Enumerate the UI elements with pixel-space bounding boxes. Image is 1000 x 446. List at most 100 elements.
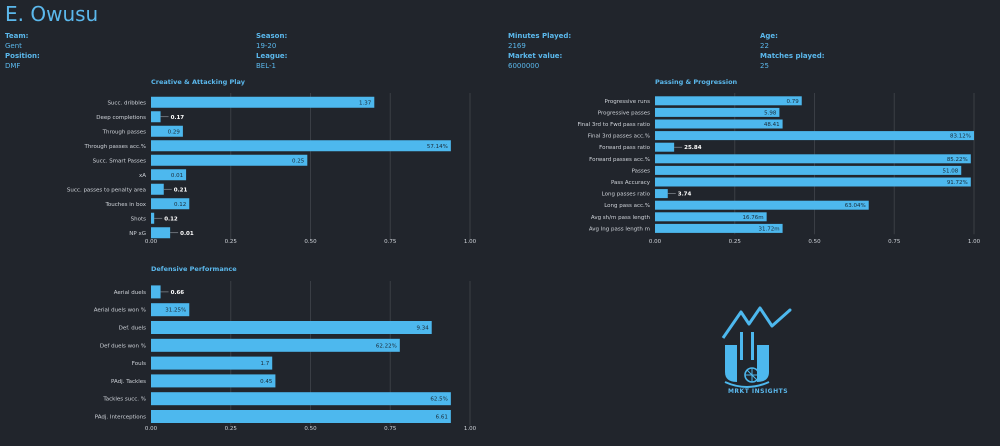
x-tick-label: 0.00: [145, 426, 158, 432]
data-label: 0.01: [180, 231, 194, 237]
bar: [151, 212, 155, 224]
bar: [151, 410, 451, 423]
logo-text: MRKT INSIGHTS: [727, 388, 789, 395]
x-tick-label: 0.00: [145, 239, 158, 245]
category-label: Final 3rd to Fwd pass ratio: [577, 122, 650, 128]
matches-value: 25: [760, 62, 769, 70]
category-label: Fouls: [132, 361, 146, 367]
x-tick-label: 0.50: [808, 239, 821, 245]
bar: [151, 140, 451, 152]
league-label: League:: [256, 52, 288, 60]
category-label: Aerial duels won %: [94, 308, 146, 314]
bar: [151, 111, 161, 123]
data-label: 0.25: [292, 158, 305, 164]
bar: [655, 165, 962, 175]
bar: [151, 356, 273, 370]
category-label: Succ. dribbles: [107, 100, 146, 106]
category-label: Succ. Smart Passes: [93, 158, 146, 164]
category-label: Through passes: [102, 129, 147, 135]
x-tick-label: 0.25: [225, 239, 238, 245]
x-tick-label: 0.75: [384, 239, 397, 245]
season-value: 19-20: [256, 42, 277, 50]
bar: [151, 392, 451, 406]
category-label: Touches in box: [105, 202, 147, 208]
chart-title: Passing & Progression: [655, 78, 738, 86]
bar: [151, 198, 190, 210]
data-label: 1.7: [260, 361, 269, 367]
category-label: xA: [139, 173, 146, 179]
team-label: Team:: [5, 32, 29, 40]
data-label: 5.98: [764, 110, 777, 116]
bar: [151, 321, 432, 334]
age-value: 22: [760, 42, 769, 50]
category-label: NP xG: [129, 231, 146, 237]
category-label: Succ. passes to penalty area: [67, 187, 146, 193]
bar: [655, 223, 783, 233]
bar: [151, 125, 183, 137]
bar: [655, 131, 974, 141]
bar: [151, 285, 161, 299]
info-season-league: Season: 19-20 League: BEL-1: [256, 31, 287, 71]
data-label: 6.61: [436, 415, 448, 421]
x-tick-label: 0.25: [225, 426, 238, 432]
data-label: 31.72m: [758, 226, 779, 232]
category-label: Avg lng pass length m: [589, 226, 650, 232]
chart-title: Defensive Performance: [151, 265, 237, 273]
bar: [655, 189, 668, 199]
x-tick-label: 1.00: [464, 426, 477, 432]
info-team-position: Team: Gent Position: DMF: [5, 31, 40, 71]
data-label: 62.22%: [376, 343, 397, 349]
category-label: Progressive passes: [598, 110, 650, 116]
data-label: 0.12: [174, 202, 186, 208]
x-tick-label: 0.25: [729, 239, 742, 245]
data-label: 1.37: [359, 100, 372, 106]
bar: [151, 96, 375, 108]
data-label: 51.08: [942, 168, 958, 174]
data-label: 48.41: [764, 122, 780, 128]
data-label: 83.12%: [950, 134, 971, 140]
chart-title: Creative & Attacking Play: [151, 78, 246, 86]
bar: [655, 107, 780, 117]
category-label: Def duels won %: [100, 343, 146, 349]
bar: [151, 183, 164, 195]
market-value-label: Market value:: [508, 52, 563, 60]
position-label: Position:: [5, 52, 40, 60]
bar: [655, 177, 971, 187]
category-label: PAdj. Interceptions: [95, 415, 146, 421]
category-label: Final 3rd passes acc.%: [588, 134, 650, 140]
bar: [655, 200, 869, 210]
data-label: 0.45: [260, 379, 273, 385]
data-label: 3.74: [678, 192, 692, 198]
category-label: Long passes ratio: [602, 192, 651, 198]
category-label: Def. duels: [119, 326, 147, 332]
data-label: 0.79: [786, 99, 799, 105]
category-label: Passes: [632, 168, 651, 174]
bar: [151, 154, 308, 166]
minutes-value: 2169: [508, 42, 526, 50]
bar: [151, 303, 190, 317]
season-label: Season:: [256, 32, 288, 40]
bar: [655, 212, 767, 222]
data-label: 57.14%: [427, 144, 448, 150]
minutes-label: Minutes Played:: [508, 32, 572, 40]
x-tick-label: 0.00: [649, 239, 662, 245]
team-value: Gent: [5, 42, 22, 50]
matches-label: Matches played:: [760, 52, 825, 60]
age-label: Age:: [760, 32, 778, 40]
category-label: Long pass acc.%: [604, 203, 650, 209]
category-label: Forward passes acc.%: [589, 157, 650, 163]
x-tick-label: 0.50: [304, 239, 317, 245]
market-value-value: 6000000: [508, 62, 540, 70]
x-tick-label: 0.75: [384, 426, 397, 432]
data-label: 0.29: [168, 129, 181, 135]
x-tick-label: 0.75: [888, 239, 901, 245]
position-value: DMF: [5, 62, 21, 70]
data-label: 9.34: [416, 326, 429, 332]
category-label: Tackles succ. %: [102, 397, 146, 403]
data-label: 25.84: [684, 145, 702, 151]
x-tick-label: 1.00: [968, 239, 981, 245]
info-age-matches: Age: 22 Matches played: 25: [760, 31, 825, 71]
data-label: 0.01: [171, 173, 183, 179]
category-label: Forward pass ratio: [599, 145, 651, 151]
